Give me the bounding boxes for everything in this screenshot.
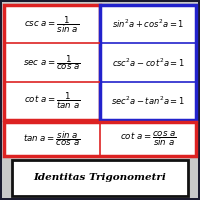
Text: $\mathit{csc}^2\mathit{a} - \mathit{cot}^2\mathit{a} = 1$: $\mathit{csc}^2\mathit{a} - \mathit{cot}…: [112, 56, 184, 69]
Text: $\mathit{sec}^2\mathit{a} - \mathit{tan}^2\mathit{a} = 1$: $\mathit{sec}^2\mathit{a} - \mathit{tan}…: [111, 95, 185, 107]
Text: $\mathit{cot}\ \mathit{a} = \dfrac{1}{\mathit{tan}\ \mathit{a}}$: $\mathit{cot}\ \mathit{a} = \dfrac{1}{\m…: [24, 90, 80, 111]
Bar: [12, 160, 188, 196]
Text: Identitas Trigonometri: Identitas Trigonometri: [34, 173, 166, 182]
Bar: [4, 122, 196, 156]
Text: $\mathit{sin}^2\mathit{a} + \mathit{cos}^2\mathit{a} = 1$: $\mathit{sin}^2\mathit{a} + \mathit{cos}…: [112, 18, 184, 30]
Text: $\mathit{sec}\ \mathit{a} = \dfrac{1}{\mathit{cos}\ \mathit{a}}$: $\mathit{sec}\ \mathit{a} = \dfrac{1}{\m…: [23, 53, 81, 72]
Bar: [100, 5, 196, 120]
Text: $\mathit{cot}\ \mathit{a} = \dfrac{\mathit{cos}\ \mathit{a}}{\mathit{sin}\ \math: $\mathit{cot}\ \mathit{a} = \dfrac{\math…: [120, 130, 176, 148]
Text: $\mathit{csc}\ \mathit{a} = \dfrac{1}{\mathit{sin}\ \mathit{a}}$: $\mathit{csc}\ \mathit{a} = \dfrac{1}{\m…: [24, 14, 80, 35]
Text: $\mathit{tan}\ \mathit{a} = \dfrac{\mathit{sin}\ \mathit{a}}{\mathit{cos}\ \math: $\mathit{tan}\ \mathit{a} = \dfrac{\math…: [23, 130, 81, 148]
Bar: [4, 5, 100, 120]
